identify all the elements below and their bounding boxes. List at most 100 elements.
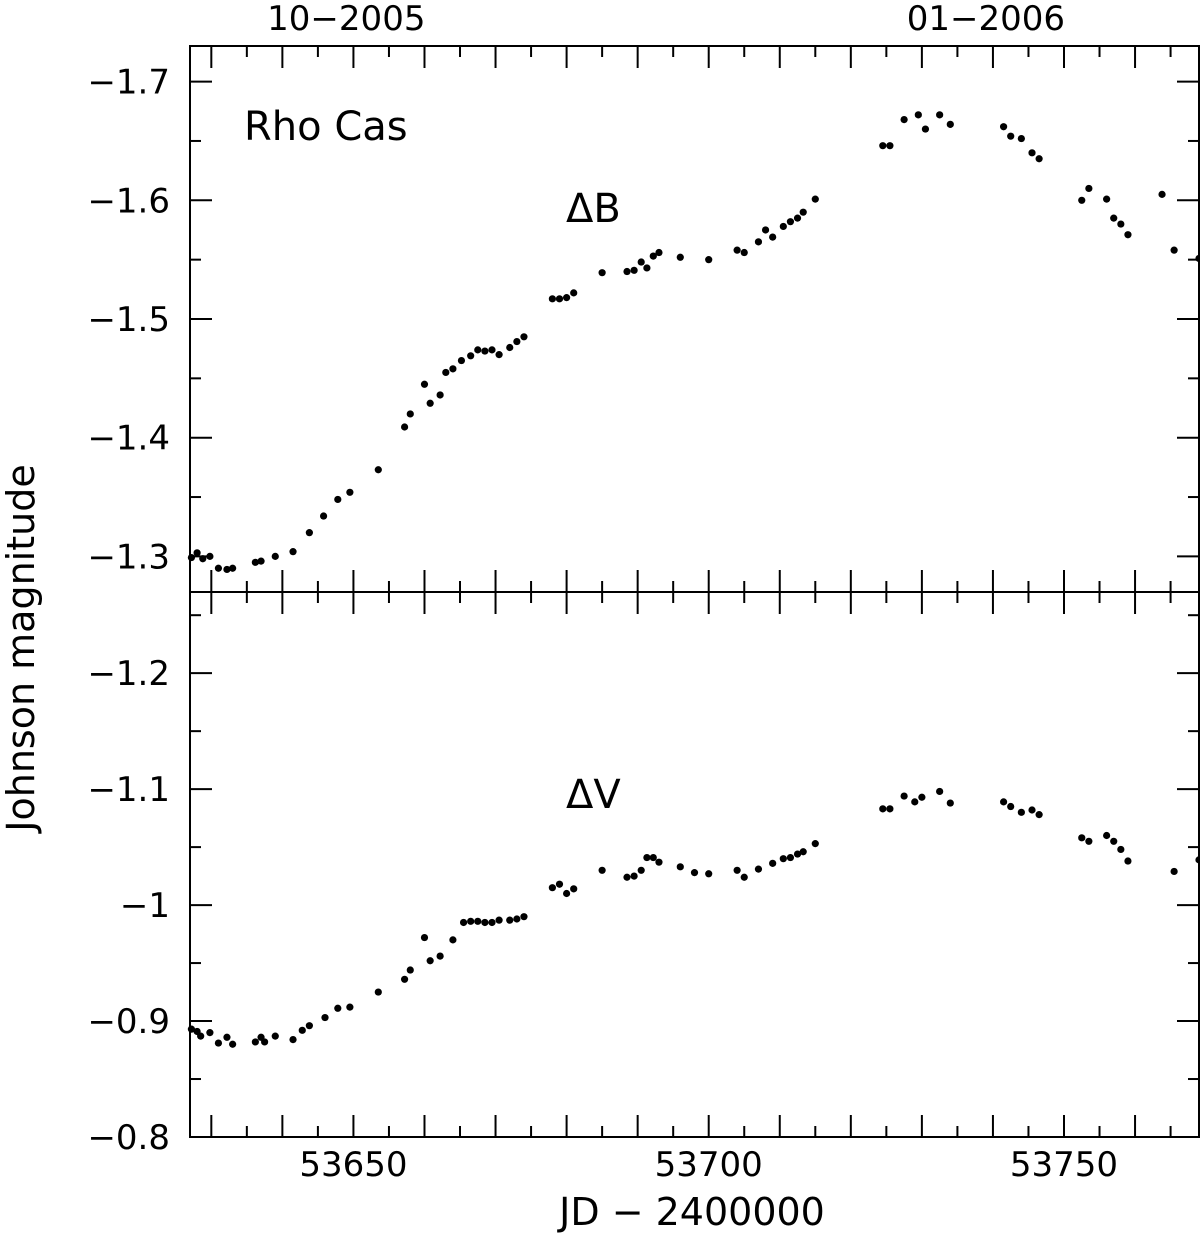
data-point [999, 798, 1008, 806]
data-point [570, 289, 578, 297]
data-point [406, 410, 414, 418]
data-point [754, 865, 763, 873]
chart-title: Rho Cas [244, 104, 408, 150]
data-point [1007, 132, 1015, 140]
data-point [1158, 190, 1166, 198]
y-tick-label: −1.1 [87, 770, 170, 810]
data-point [374, 466, 382, 474]
data-point [914, 111, 922, 119]
data-point [946, 799, 954, 807]
data-point [305, 1022, 313, 1030]
data-point [879, 142, 887, 150]
data-point [769, 233, 777, 241]
data-point [637, 258, 645, 266]
data-point [799, 208, 807, 216]
data-point [187, 553, 196, 562]
data-point [289, 548, 297, 556]
data-point [705, 256, 713, 264]
data-point [1195, 254, 1200, 263]
y-tick-label: −1.4 [87, 419, 170, 459]
data-point [630, 872, 638, 880]
data-point [779, 855, 787, 863]
data-point [261, 1038, 269, 1046]
data-point [1017, 808, 1025, 816]
data-point [442, 368, 450, 377]
data-point [1117, 845, 1125, 854]
data-point [1124, 857, 1132, 865]
data-point [879, 805, 887, 813]
data-point [229, 564, 237, 572]
data-point [1110, 214, 1118, 222]
data-point [786, 218, 795, 226]
data-point [705, 870, 713, 878]
data-point [495, 351, 503, 359]
axis-ticks [190, 46, 1199, 1137]
data-point [1085, 837, 1093, 845]
data-point [334, 495, 342, 504]
y-tick-label: −1.7 [87, 63, 170, 103]
data-point [623, 267, 631, 276]
data-point [400, 975, 409, 983]
data-point [513, 915, 521, 923]
data-point [733, 246, 741, 254]
data-point [740, 873, 748, 881]
data-point [520, 913, 528, 921]
data-point [1170, 867, 1178, 876]
plot-frame [189, 45, 1200, 1138]
y-tick-label: −1.3 [87, 537, 170, 577]
data-point [598, 866, 606, 874]
x-axis-title: JD − 2400000 [557, 1190, 825, 1233]
data-point [426, 957, 434, 965]
data-point [513, 337, 521, 346]
data-point [1028, 806, 1036, 814]
data-point [570, 885, 578, 893]
data-point [481, 347, 489, 355]
data-point [206, 1029, 214, 1037]
data-point [761, 226, 770, 234]
date-label: 01−2006 [907, 0, 1065, 39]
panel-label-delta-v: ΔV [566, 772, 621, 818]
data-point [811, 840, 819, 848]
data-point [321, 1013, 329, 1022]
data-point [811, 195, 819, 203]
data-point [555, 880, 564, 888]
data-point [449, 936, 457, 944]
data-point [298, 1026, 306, 1034]
data-point [900, 792, 908, 800]
data-point [637, 866, 645, 874]
data-point [1085, 184, 1093, 193]
data-point [598, 269, 606, 277]
data-point [271, 1032, 279, 1040]
data-point [467, 352, 475, 360]
data-point [305, 529, 313, 537]
data-point [1103, 831, 1111, 840]
data-point [506, 916, 514, 924]
data-point [1078, 196, 1086, 204]
data-point [420, 380, 429, 388]
data-point [754, 238, 763, 246]
data-point [206, 552, 214, 560]
data-point [488, 346, 496, 354]
data-point [474, 917, 482, 925]
data-point [562, 294, 571, 302]
data-point [426, 399, 434, 407]
data-point [733, 866, 741, 874]
date-label: 10−2005 [267, 0, 425, 39]
data-point [799, 848, 807, 856]
data-point [229, 1040, 237, 1048]
y-tick-label: −1.5 [87, 300, 170, 340]
data-point [1035, 811, 1043, 819]
data-point [193, 549, 201, 557]
data-point [1195, 856, 1200, 864]
data-point [676, 863, 684, 871]
y-tick-label: −1 [120, 886, 170, 926]
data-point [474, 346, 482, 354]
y-tick-label: −1.6 [87, 181, 170, 221]
data-point [936, 111, 944, 119]
data-point [1078, 834, 1086, 842]
data-point [886, 805, 894, 813]
data-point [562, 889, 571, 898]
panel-label-delta-b: ΔB [566, 186, 621, 232]
data-point [999, 123, 1008, 131]
y-axis-title: Johnson magnitude [0, 464, 43, 833]
